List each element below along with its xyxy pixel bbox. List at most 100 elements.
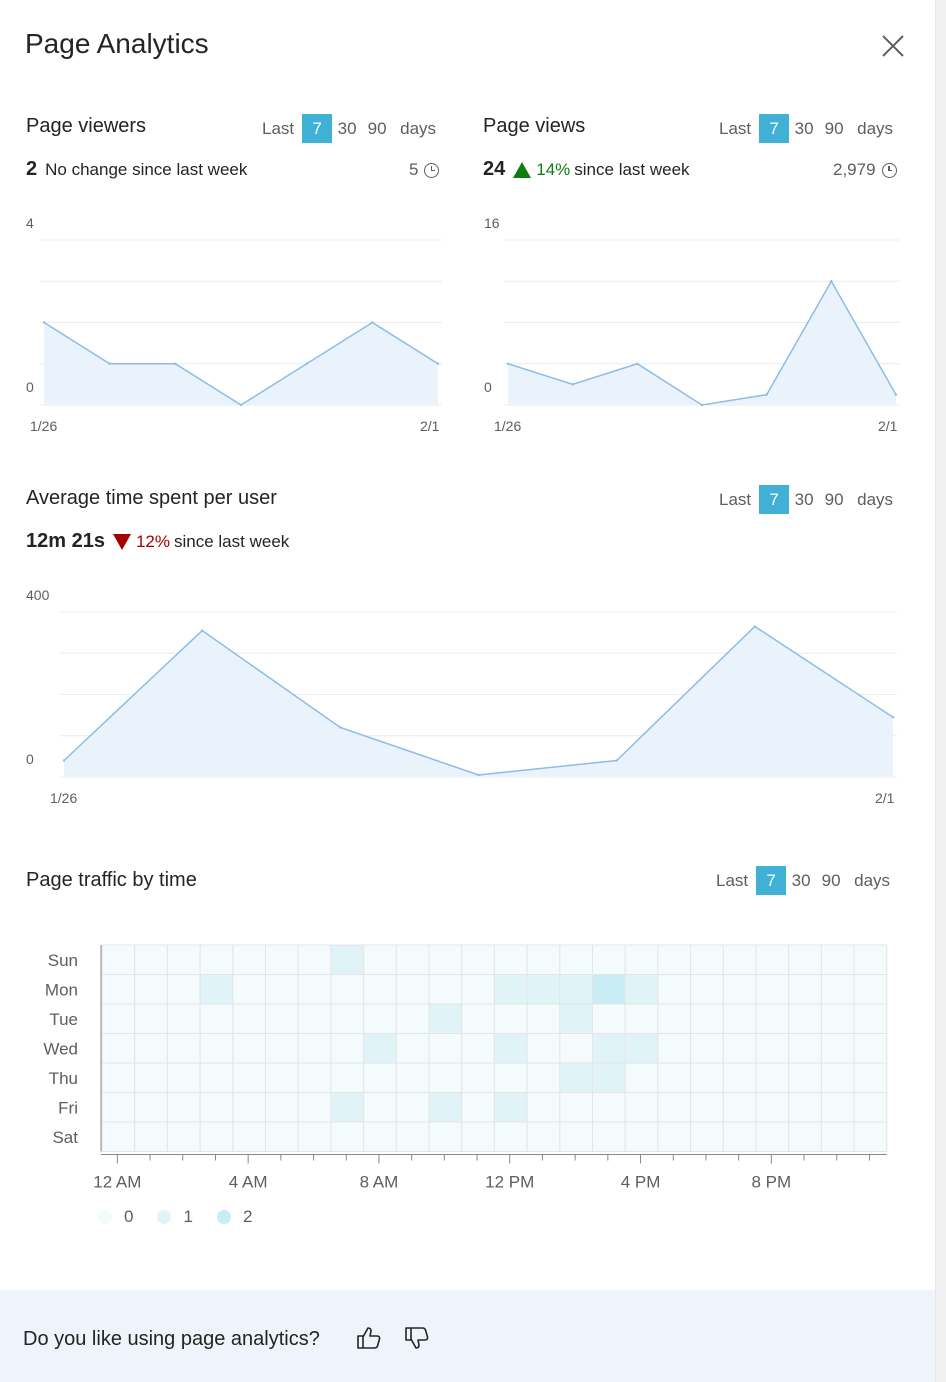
page-views-total: 2,979 (833, 160, 897, 180)
heatmap-cell (559, 1033, 593, 1064)
data-point (830, 280, 833, 283)
heatmap-cell (101, 944, 136, 975)
heatmap-cell (297, 1121, 332, 1152)
heatmap-cell (592, 1033, 626, 1064)
range-option-30[interactable]: 30 (791, 870, 811, 890)
heatmap-cell (755, 1092, 790, 1123)
data-point (506, 362, 510, 365)
data-point (108, 362, 111, 365)
heatmap-cell (526, 1062, 561, 1093)
thumbs-down-icon[interactable] (403, 1324, 431, 1352)
data-point (239, 403, 243, 407)
heatmap-cell (853, 1121, 888, 1152)
heatmap-cell (166, 1003, 201, 1034)
range-option-90[interactable]: 90 (367, 118, 387, 138)
scrollbar[interactable] (935, 0, 946, 1382)
heatmap-cell (101, 1092, 136, 1123)
range-suffix: days (400, 118, 437, 138)
x-tick-label: 8 PM (752, 1173, 792, 1192)
legend-item: 2 (216, 1207, 252, 1227)
row-label: Tue (49, 1010, 78, 1029)
heatmap-cell (722, 944, 757, 975)
heatmap-cell (493, 1121, 528, 1152)
range-option-7[interactable]: 7 (756, 866, 787, 895)
y-tick-label: 16 (484, 215, 500, 231)
heatmap-cell (559, 1092, 593, 1123)
heatmap-cell (428, 1121, 463, 1152)
heatmap-cell (461, 1121, 495, 1152)
page-views-total-value: 2,979 (833, 160, 876, 179)
data-point (700, 403, 704, 407)
series-area (64, 626, 893, 777)
row-label: Mon (45, 980, 78, 999)
traffic-range: Last 7 30 90 days (716, 866, 890, 895)
heatmap-cell (265, 1062, 299, 1093)
heatmap-cell (624, 974, 659, 1005)
heatmap-cell (363, 1092, 397, 1123)
x-tick-label: 1/26 (50, 790, 77, 806)
heatmap-cell (592, 944, 626, 975)
range-option-90[interactable]: 90 (821, 870, 841, 890)
range-option-30[interactable]: 30 (794, 118, 814, 138)
row-label: Thu (49, 1069, 78, 1088)
range-option-90[interactable]: 90 (824, 118, 844, 138)
heatmap-cell (820, 1003, 855, 1034)
heatmap-cell (559, 1062, 593, 1093)
heatmap-cell (788, 1003, 822, 1034)
heatmap-cell (722, 1121, 757, 1152)
avg-time-stat: 12m 21s 12% since last week (26, 530, 289, 553)
row-label: Wed (43, 1039, 78, 1058)
data-point (436, 362, 440, 365)
heatmap-cell (526, 944, 561, 975)
heatmap-cell (265, 944, 299, 975)
heatmap-cell (559, 974, 593, 1005)
thumbs-up-icon[interactable] (355, 1324, 383, 1352)
heatmap-cell (330, 1121, 365, 1152)
heatmap-cell (199, 1062, 234, 1093)
heatmap-cell (199, 974, 234, 1005)
heatmap-cell (134, 944, 168, 975)
heatmap-cell (134, 1092, 168, 1123)
heatmap-cell (820, 1062, 855, 1093)
heatmap-cell (788, 1121, 822, 1152)
x-tick-label: 4 AM (229, 1173, 268, 1192)
legend-swatch (216, 1210, 231, 1224)
heatmap-cell (297, 1003, 332, 1034)
range-option-30[interactable]: 30 (794, 489, 814, 509)
range-option-7[interactable]: 7 (302, 114, 333, 143)
range-option-7[interactable]: 7 (759, 485, 790, 514)
heatmap-cell (624, 1033, 659, 1064)
heatmap-cell (722, 1033, 757, 1064)
heatmap-cell (722, 1003, 757, 1034)
heatmap-cell (820, 944, 855, 975)
heatmap-cell (330, 1003, 365, 1034)
data-point (477, 773, 480, 777)
heatmap-cell (592, 1062, 626, 1093)
heatmap-cell (526, 974, 561, 1005)
range-option-30[interactable]: 30 (337, 118, 357, 138)
range-option-90[interactable]: 90 (824, 489, 844, 509)
x-tick-label: 1/26 (494, 418, 521, 434)
heatmap-cell (461, 1092, 495, 1123)
x-tick-label: 2/1 (875, 790, 895, 806)
row-label: Fri (58, 1098, 78, 1117)
heatmap-cell (363, 974, 397, 1005)
close-icon[interactable] (880, 33, 906, 59)
heatmap-cell (428, 1062, 463, 1093)
avg-time-range: Last 7 30 90 days (719, 485, 893, 514)
data-point (636, 362, 639, 365)
heatmap-cell (330, 1062, 365, 1093)
heatmap-cell (755, 1062, 790, 1093)
range-option-7[interactable]: 7 (759, 114, 790, 143)
heatmap-cell (232, 1121, 267, 1152)
heatmap-cell (755, 944, 790, 975)
heatmap-cell (232, 944, 267, 975)
heatmap-cell (166, 1092, 201, 1123)
heatmap-cell (624, 1062, 659, 1093)
heatmap-cell (428, 1003, 463, 1034)
heatmap-cell (199, 944, 234, 975)
page-views-change: since last week (574, 159, 690, 179)
row-label: Sat (52, 1128, 78, 1147)
range-suffix: days (857, 489, 894, 509)
